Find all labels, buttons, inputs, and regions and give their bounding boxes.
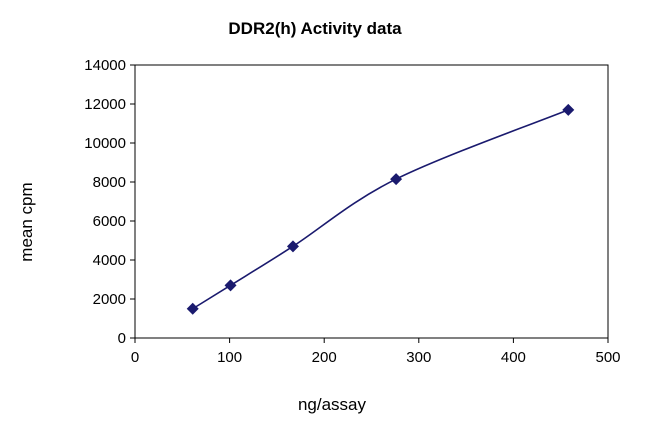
x-tick-label: 400 (501, 349, 526, 366)
y-tick-label: 6000 (93, 213, 126, 230)
data-point-marker (390, 173, 403, 186)
x-tick-label: 300 (406, 349, 431, 366)
y-axis-label: mean cpm (17, 182, 36, 261)
y-tick-label: 4000 (93, 252, 126, 269)
y-tick-label: 2000 (93, 291, 126, 308)
x-tick-label: 200 (312, 349, 337, 366)
x-axis: 0 100 200 300 400 500 (131, 338, 621, 366)
data-point-marker (224, 279, 237, 292)
chart-title: DDR2(h) Activity data (228, 19, 402, 38)
y-tick-label: 12000 (84, 96, 126, 113)
y-tick-label: 10000 (84, 135, 126, 152)
x-tick-label: 500 (595, 349, 620, 366)
x-tick-label: 100 (217, 349, 242, 366)
y-axis: 0 2000 4000 6000 8000 10000 12000 14000 (84, 57, 135, 347)
data-point-marker (562, 103, 575, 116)
data-point-marker (186, 302, 199, 315)
y-tick-label: 8000 (93, 174, 126, 191)
series-markers (186, 103, 575, 315)
plot-area (134, 64, 609, 339)
y-tick-label: 14000 (84, 57, 126, 74)
y-tick-label: 0 (118, 330, 126, 347)
x-tick-label: 0 (131, 349, 139, 366)
x-axis-label: ng/assay (298, 395, 367, 414)
data-point-marker (286, 240, 299, 253)
series-line (192, 109, 569, 310)
